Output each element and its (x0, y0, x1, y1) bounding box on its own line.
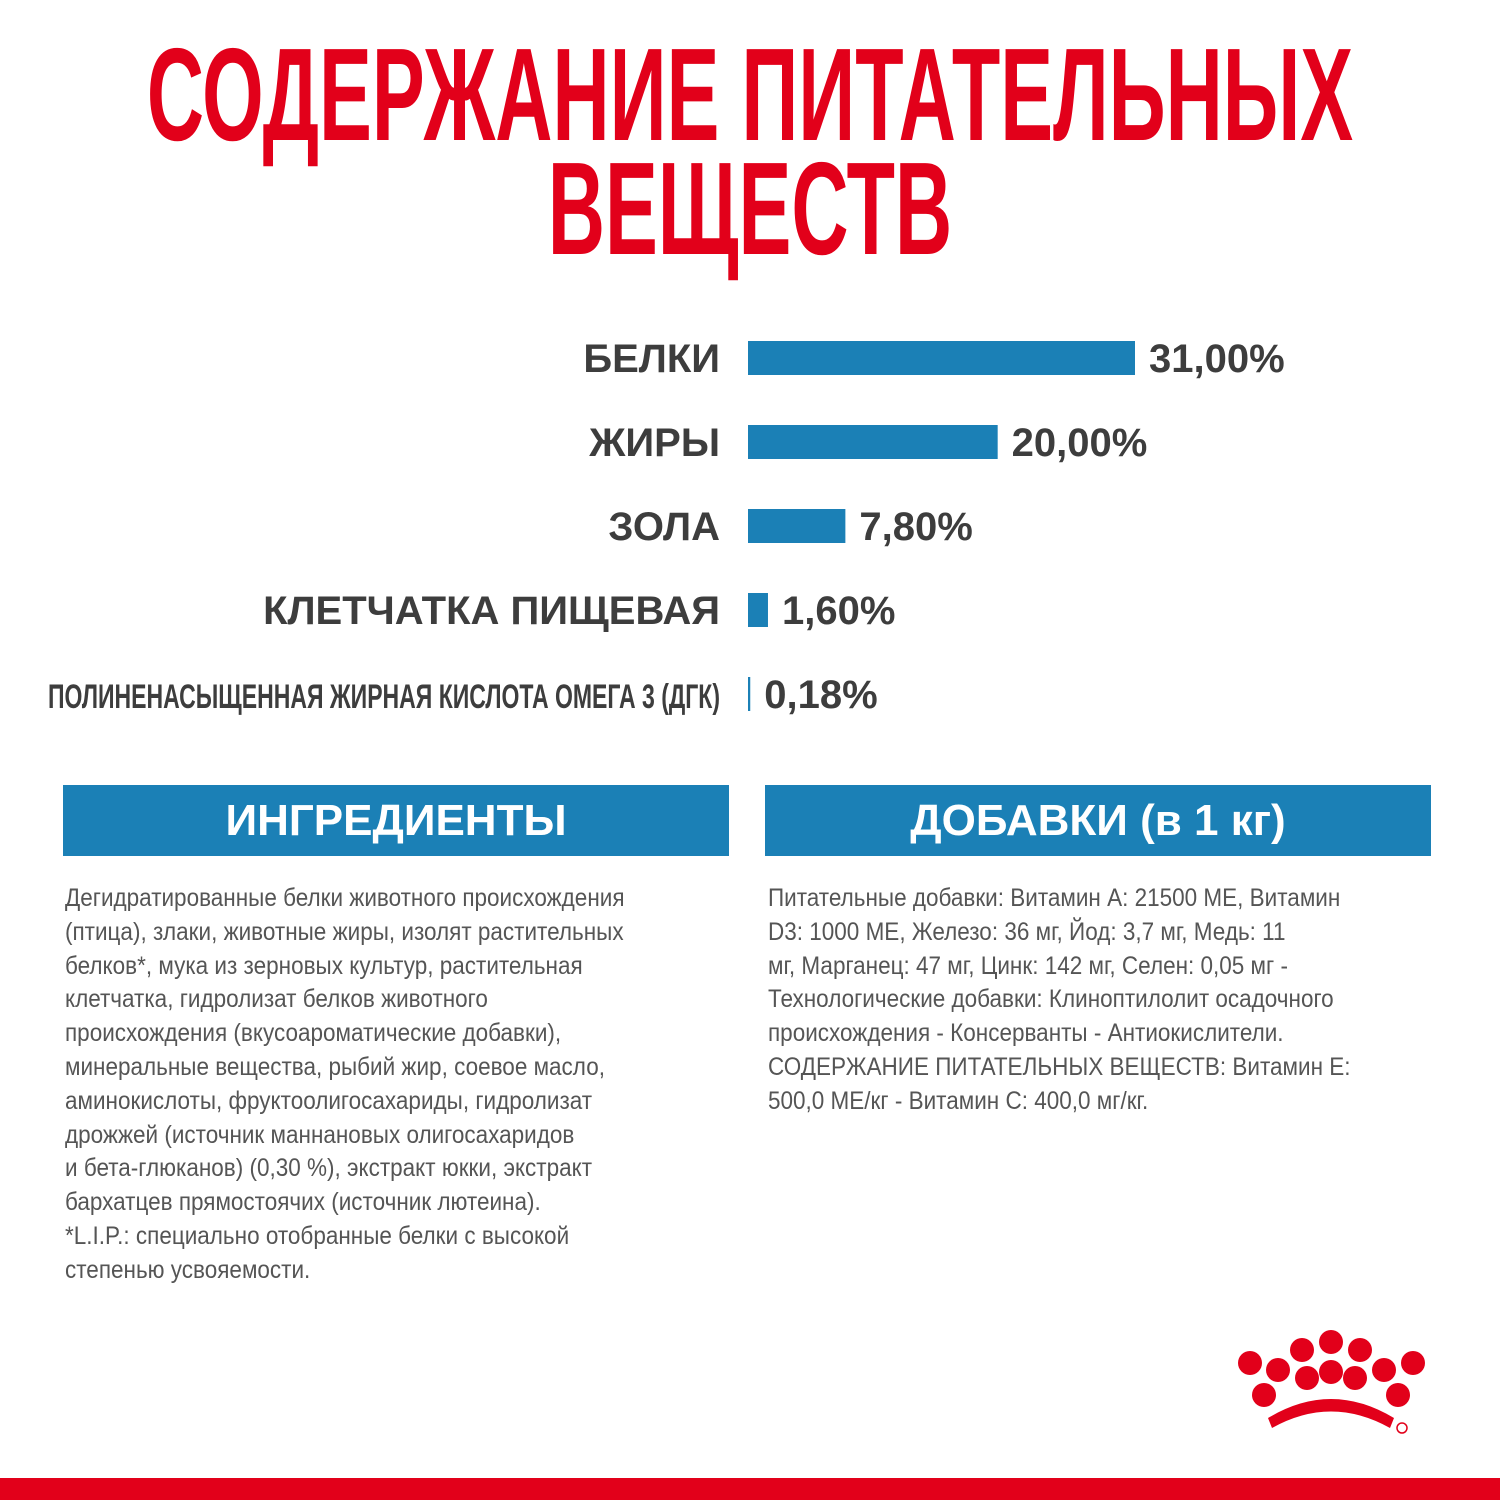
chart-title: СОДЕРЖАНИЕ ПИТАТЕЛЬНЫХ ВЕЩЕСТВ (146, 21, 1354, 282)
additives-text: Питательные добавки: Витамин A: 21500 МЕ… (768, 882, 1415, 1119)
section-header: ИНГРЕДИЕНТЫ (63, 785, 729, 856)
text-line: (птица), злаки, животные жиры, изолят ра… (65, 917, 624, 946)
bar (748, 341, 1135, 375)
bottom-band (0, 1478, 1500, 1500)
text-line: происхождения - Консерванты - Антиокисли… (768, 1019, 1284, 1048)
ingredients-text: Дегидратированные белки животного происх… (65, 882, 687, 1288)
text-line: минеральные вещества, рыбий жир, соевое … (65, 1052, 605, 1081)
category-label: ЗОЛА (608, 505, 720, 549)
text-line: происхождения (вкусоароматические добавк… (65, 1019, 562, 1048)
category-label: БЕЛКИ (583, 337, 720, 381)
logo (1238, 1330, 1425, 1434)
bar (748, 509, 846, 543)
value-label: 31,00% (1149, 337, 1285, 381)
text-line: D3: 1000 МЕ, Железо: 36 мг, Йод: 3,7 мг,… (768, 917, 1286, 946)
text-line: и бета-глюканов) (0,30 %), экстракт юкки… (65, 1154, 593, 1183)
text-line: Технологические добавки: Клиноптилолит о… (768, 985, 1334, 1014)
text-line: бархатцев прямостоячих (источник лютеина… (65, 1188, 541, 1217)
section-header: ДОБАВКИ (в 1 кг) (765, 785, 1431, 856)
bar (748, 677, 751, 711)
value-label: 20,00% (1012, 421, 1148, 465)
category-label: КЛЕТЧАТКА ПИЩЕВАЯ (263, 589, 720, 633)
text-line: Питательные добавки: Витамин A: 21500 МЕ… (768, 884, 1341, 912)
bar (748, 593, 768, 627)
text-line: Дегидратированные белки животного происх… (65, 884, 625, 912)
value-label: 1,60% (782, 589, 895, 633)
category-label: ПОЛИНЕНАСЫЩЕННАЯ ЖИРНАЯ КИСЛОТА ОМЕГА 3 … (48, 678, 720, 716)
text-line: аминокислоты, фруктоолигосахариды, гидро… (65, 1086, 593, 1115)
text-line: 500,0 МЕ/кг - Витамин C: 400,0 мг/кг. (768, 1086, 1149, 1115)
text-line: белков*, мука из зерновых культур, расти… (65, 951, 583, 980)
text-line: степенью усвояемости. (65, 1255, 311, 1284)
value-label: 0,18% (764, 673, 877, 717)
text-line: СОДЕРЖАНИЕ ПИТАТЕЛЬНЫХ ВЕЩЕСТВ: Витамин … (768, 1052, 1351, 1081)
text-line: клетчатка, гидролизат белков животного (65, 985, 488, 1014)
text-line: *L.I.P.: специально отобранные белки с в… (65, 1221, 570, 1250)
text-line: дрожжей (источник маннановых олигосахари… (65, 1120, 575, 1149)
text-line: мг, Марганец: 47 мг, Цинк: 142 мг, Селен… (768, 951, 1288, 980)
chart: БЕЛКИ 31,00% ЖИРЫ 20,00% ЗОЛА 7,80% КЛЕТЧАТКА … (48, 337, 1285, 717)
value-label: 7,80% (859, 505, 972, 549)
category-label: ЖИРЫ (588, 421, 720, 465)
bar (748, 425, 998, 459)
